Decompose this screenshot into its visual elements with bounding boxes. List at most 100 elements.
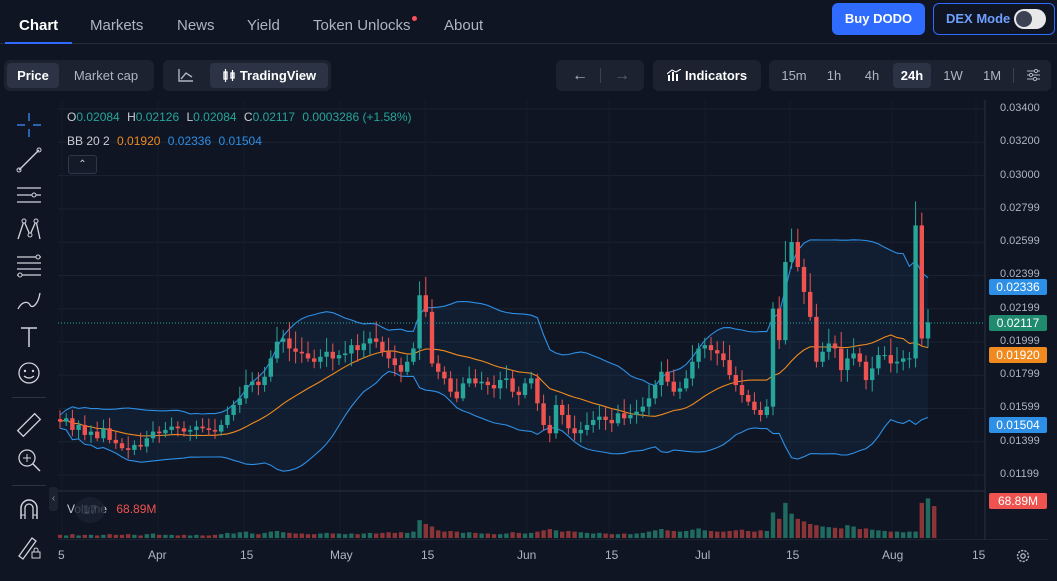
candle-body	[380, 341, 385, 352]
candle-body	[82, 424, 87, 435]
candle-body	[888, 355, 893, 364]
lock-drawing-icon[interactable]	[14, 532, 44, 562]
tab-chart[interactable]: Chart	[5, 0, 73, 44]
timeframe-1h[interactable]: 1h	[826, 68, 842, 83]
candle-body	[312, 358, 317, 362]
emoji-icon[interactable]	[14, 358, 44, 388]
open-label: O	[67, 110, 77, 124]
candle-body	[479, 381, 484, 384]
zoom-in-icon[interactable]	[14, 445, 44, 475]
fib-retracement-icon[interactable]	[14, 250, 44, 280]
timeframe-15m[interactable]: 15m	[781, 68, 807, 83]
bb-lower-tag: 0.01504	[989, 417, 1047, 433]
brush-icon[interactable]	[14, 285, 44, 315]
price-tick-label: 0.03000	[1000, 168, 1040, 181]
tab-markets[interactable]: Markets	[90, 17, 144, 34]
volume-bar	[646, 531, 652, 538]
volume-bar	[150, 533, 156, 538]
candle-body	[659, 371, 664, 386]
price-chart[interactable]	[58, 100, 1048, 540]
tab-news[interactable]: News	[177, 17, 215, 34]
chart-settings-gear-icon[interactable]	[1014, 547, 1032, 565]
volume-bar	[485, 533, 490, 538]
tradingview-button[interactable]: TradingView	[210, 63, 328, 88]
text-icon[interactable]	[14, 322, 44, 352]
timeframe-1w[interactable]: 1W	[943, 68, 963, 83]
candle-body	[913, 225, 918, 359]
volume-bar	[733, 530, 738, 538]
line-chart-button[interactable]	[166, 63, 206, 88]
volume-bar	[491, 534, 497, 538]
volume-bar	[293, 533, 298, 538]
tab-yield[interactable]: Yield	[247, 17, 280, 34]
volume-bar	[907, 531, 912, 538]
volume-bar	[442, 531, 447, 538]
candle-body	[925, 322, 931, 339]
notification-dot	[412, 16, 417, 21]
candle-body	[702, 345, 707, 349]
divider	[1013, 68, 1014, 83]
toggle-knob	[1016, 11, 1032, 27]
chart-type-group: TradingView	[163, 60, 331, 91]
candle-body	[107, 428, 112, 440]
timeframe-24h[interactable]: 24h	[893, 63, 931, 88]
volume-bar	[367, 532, 373, 538]
indicators-icon	[666, 68, 682, 81]
candle-body	[603, 416, 608, 420]
volume-bar	[268, 531, 273, 538]
volume-bar	[882, 530, 887, 538]
candle-body	[188, 429, 193, 432]
market-cap-button[interactable]: Market cap	[73, 68, 139, 83]
volume-bar	[312, 534, 317, 538]
volume-bar	[764, 530, 769, 538]
candle-body	[144, 438, 149, 447]
time-tick-label: 15	[240, 548, 254, 562]
collapse-legend-button[interactable]: ⌃	[68, 155, 97, 174]
candle-body	[256, 381, 261, 386]
crosshair-icon[interactable]	[14, 110, 44, 140]
trend-line-icon[interactable]	[14, 145, 44, 175]
buy-dodo-button[interactable]: Buy DODO	[832, 3, 925, 35]
volume-bar	[925, 498, 931, 538]
candle-body	[615, 413, 621, 424]
settings-sliders-button[interactable]	[1019, 63, 1047, 88]
undo-arrow-icon[interactable]: ←	[572, 67, 588, 84]
tab-about[interactable]: About	[444, 17, 484, 34]
volume-bar	[256, 534, 261, 538]
volume-bar	[473, 532, 478, 538]
redo-arrow-icon[interactable]: →	[614, 67, 630, 84]
candle-body	[919, 225, 924, 339]
volume-bar	[436, 530, 441, 538]
collapse-toolbar-button[interactable]: ‹	[49, 487, 58, 511]
ruler-icon[interactable]	[14, 410, 44, 440]
candle-body	[200, 426, 205, 429]
price-marketcap-group: Price Market cap	[4, 60, 154, 91]
pattern-icon[interactable]	[14, 215, 44, 245]
toggle-switch[interactable]	[1014, 9, 1046, 29]
horizontal-lines-icon[interactable]	[14, 180, 44, 210]
candle-body	[243, 385, 249, 399]
candle-body	[113, 439, 118, 444]
price-tick-label: 0.03400	[1000, 102, 1040, 114]
candle-body	[783, 261, 788, 341]
timeframe-1m[interactable]: 1M	[982, 68, 1002, 83]
tab-token-unlocks[interactable]: Token Unlocks	[313, 17, 411, 34]
candle-body	[628, 414, 633, 419]
candle-body	[584, 424, 590, 430]
magnet-icon[interactable]	[14, 495, 44, 525]
candle-body	[894, 361, 900, 364]
candle-body	[733, 375, 738, 386]
volume-bar	[411, 531, 416, 538]
timeframe-4h[interactable]: 4h	[864, 68, 880, 83]
indicators-button[interactable]: Indicators	[656, 63, 758, 88]
price-button[interactable]: Price	[7, 63, 59, 88]
volume-bar	[175, 535, 180, 538]
price-tick-label: 0.02599	[1000, 235, 1040, 248]
candle-body	[361, 343, 366, 351]
volume-bar	[845, 525, 850, 538]
volume-bar	[510, 532, 515, 538]
dex-mode-toggle[interactable]: DEX Mode	[933, 3, 1055, 35]
volume-bar	[318, 533, 323, 538]
volume-bar	[361, 533, 366, 538]
candle-body	[76, 424, 81, 430]
